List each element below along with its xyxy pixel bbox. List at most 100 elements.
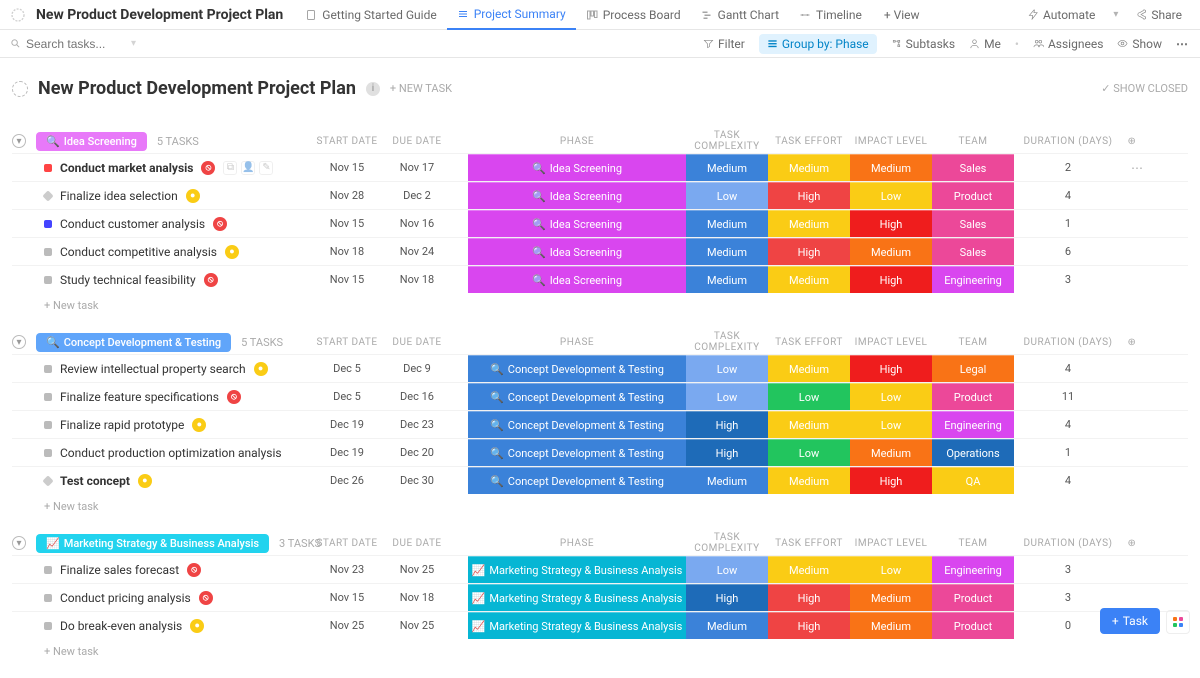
duration-cell[interactable]: 4 [1014,474,1122,487]
status-dot[interactable] [42,190,53,201]
status-badge-icon[interactable]: ● [138,474,152,488]
share-button[interactable]: Share [1128,4,1190,26]
floating-apps-button[interactable] [1166,610,1190,634]
duration-cell[interactable]: 3 [1014,273,1122,286]
floating-task-button[interactable]: +Task [1100,608,1160,634]
status-badge-icon[interactable]: ⦸ [227,390,241,404]
due-date[interactable]: Dec 16 [382,390,452,403]
tag-cell[interactable]: Low [850,383,932,410]
tab-project-summary[interactable]: Project Summary [447,0,576,30]
tag-cell[interactable]: Medium [850,238,932,265]
duration-cell[interactable]: 2 [1014,161,1122,174]
task-name[interactable]: Conduct market analysis [60,161,193,175]
due-date[interactable]: Dec 2 [382,189,452,202]
task-row[interactable]: Conduct customer analysis⦸Nov 15Nov 16🔍I… [12,209,1188,237]
tag-cell[interactable]: Medium [768,556,850,583]
task-row[interactable]: Conduct production optimization analysis… [12,438,1188,466]
tag-cell[interactable]: Sales [932,238,1014,265]
status-dot[interactable] [44,220,52,228]
start-date[interactable]: Nov 23 [312,563,382,576]
status-badge-icon[interactable]: ● [225,245,239,259]
status-dot[interactable] [44,421,52,429]
task-row[interactable]: Conduct competitive analysis●Nov 18Nov 2… [12,237,1188,265]
tag-cell[interactable]: Low [686,182,768,209]
tag-cell[interactable]: Product [932,584,1014,611]
start-date[interactable]: Nov 15 [312,161,382,174]
me-button[interactable]: Me [969,37,1001,51]
phase-cell[interactable]: 🔍Concept Development & Testing [468,467,686,494]
tag-cell[interactable]: Low [768,439,850,466]
status-dot[interactable] [44,248,52,256]
tag-cell[interactable]: High [850,210,932,237]
status-dot[interactable] [44,566,52,574]
task-name[interactable]: Test concept [60,474,130,488]
phase-cell[interactable]: 📈Marketing Strategy & Business Analysis [468,584,686,611]
add-column-button[interactable]: ⊕ [1122,337,1142,348]
add-view-button[interactable]: + View [874,0,930,30]
more-button[interactable]: ⋯ [1176,37,1190,51]
duration-cell[interactable]: 1 [1014,446,1122,459]
due-date[interactable]: Dec 30 [382,474,452,487]
task-name[interactable]: Conduct production optimization analysis [60,446,282,460]
status-badge-icon[interactable]: ⦸ [213,217,227,231]
phase-cell[interactable]: 🔍Idea Screening [468,266,686,293]
status-badge-icon[interactable]: ⦸ [201,161,215,175]
status-badge-icon[interactable]: ⦸ [199,591,213,605]
due-date[interactable]: Nov 18 [382,591,452,604]
task-name[interactable]: Review intellectual property search [60,362,246,376]
subtask-icon[interactable]: ⧉ [223,161,237,175]
task-row[interactable]: Test concept●Dec 26Dec 30🔍Concept Develo… [12,466,1188,494]
phase-cell[interactable]: 🔍Concept Development & Testing [468,355,686,382]
phase-cell[interactable]: 🔍Concept Development & Testing [468,439,686,466]
tag-cell[interactable]: High [768,182,850,209]
tag-cell[interactable]: Medium [686,467,768,494]
status-dot[interactable] [42,475,53,486]
start-date[interactable]: Dec 5 [312,390,382,403]
start-date[interactable]: Nov 25 [312,619,382,632]
status-dot[interactable] [44,594,52,602]
task-name[interactable]: Conduct customer analysis [60,217,205,231]
tag-cell[interactable]: Low [686,383,768,410]
tag-cell[interactable]: Medium [686,266,768,293]
filter-button[interactable]: Filter [703,37,745,51]
task-row[interactable]: Conduct market analysis⦸⧉👤✎Nov 15Nov 17🔍… [12,153,1188,181]
phase-cell[interactable]: 🔍Idea Screening [468,238,686,265]
phase-pill[interactable]: 📈Marketing Strategy & Business Analysis [36,534,269,553]
duration-cell[interactable]: 3 [1014,563,1122,576]
task-row[interactable]: Finalize idea selection●Nov 28Dec 2🔍Idea… [12,181,1188,209]
tag-cell[interactable]: High [686,584,768,611]
tag-cell[interactable]: Medium [850,439,932,466]
add-column-button[interactable]: ⊕ [1122,136,1142,147]
tag-cell[interactable]: Product [932,182,1014,209]
due-date[interactable]: Dec 9 [382,362,452,375]
row-more-button[interactable]: ⋯ [1122,161,1152,175]
tag-cell[interactable]: Medium [768,411,850,438]
due-date[interactable]: Nov 25 [382,619,452,632]
show-closed-button[interactable]: ✓ SHOW CLOSED [1101,82,1188,95]
group-toggle[interactable] [12,134,26,148]
assignees-button[interactable]: Assignees [1033,37,1103,51]
task-row[interactable]: Review intellectual property search●Dec … [12,354,1188,382]
tag-cell[interactable]: Medium [768,154,850,181]
tag-cell[interactable]: High [686,439,768,466]
tag-cell[interactable]: Engineering [932,411,1014,438]
phase-cell[interactable]: 🔍Idea Screening [468,154,686,181]
status-dot[interactable] [44,393,52,401]
edit-icon[interactable]: ✎ [259,161,273,175]
phase-cell[interactable]: 📈Marketing Strategy & Business Analysis [468,612,686,639]
task-row[interactable]: Finalize feature specifications⦸Dec 5Dec… [12,382,1188,410]
tag-cell[interactable]: Low [850,411,932,438]
task-name[interactable]: Finalize rapid prototype [60,418,184,432]
group-toggle[interactable] [12,335,26,349]
new-task-inline-button[interactable]: + New task [12,639,1188,658]
new-task-inline-button[interactable]: + New task [12,494,1188,513]
task-row[interactable]: Study technical feasibility⦸Nov 15Nov 18… [12,265,1188,293]
tag-cell[interactable]: Medium [768,266,850,293]
tab-gantt-chart[interactable]: Gantt Chart [691,0,789,30]
start-date[interactable]: Nov 15 [312,273,382,286]
search-input[interactable] [26,37,126,51]
search-dropdown-icon[interactable]: ▾ [131,38,136,49]
info-icon[interactable]: i [366,82,380,96]
tag-cell[interactable]: High [850,355,932,382]
status-dot[interactable] [44,622,52,630]
